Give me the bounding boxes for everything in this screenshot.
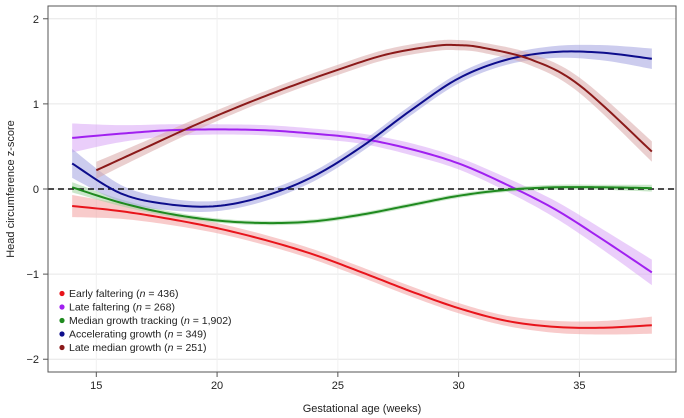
y-tick-label: −2: [26, 354, 39, 366]
legend-count: = 436): [145, 288, 178, 300]
legend-n-symbol: n: [136, 302, 142, 314]
legend-entry-0: Early faltering (n = 436): [69, 288, 178, 300]
legend-label: Median growth tracking (: [69, 315, 184, 327]
legend-marker-4: [59, 344, 65, 351]
legend-n-symbol: n: [168, 342, 174, 354]
series-line-3: [71, 50, 652, 208]
legend-label: Accelerating growth (: [69, 329, 168, 341]
legend-count: = 1,902): [190, 315, 232, 327]
y-tick-label: 2: [33, 14, 39, 26]
x-tick-label: 30: [452, 380, 464, 392]
confidence-band-0: [72, 194, 652, 335]
x-axis-ticks: 15 20 25 30 35: [90, 372, 586, 392]
y-tick-label: 1: [33, 99, 39, 111]
legend-entry-4: Late median growth (n = 251): [69, 342, 206, 354]
series-line-1: [72, 128, 653, 274]
legend-marker-0: [59, 290, 65, 297]
series-line-0: [72, 205, 652, 329]
legend-entry-3: Accelerating growth (n = 349): [69, 329, 206, 341]
legend-marker-2: [59, 317, 65, 324]
x-axis-label: Gestational age (weeks): [303, 403, 422, 415]
confidence-band-1: [72, 123, 652, 286]
y-tick-label: −1: [26, 269, 39, 281]
legend-entry-1: Late faltering (n = 268): [69, 302, 175, 314]
legend-marker-3: [59, 331, 65, 337]
confidence-band-3: [72, 44, 652, 212]
legend-n-symbol: n: [168, 329, 174, 341]
legend-entry-2: Median growth tracking (n = 1,902): [69, 315, 232, 327]
legend-n-symbol: n: [140, 288, 146, 300]
x-tick-label: 25: [332, 380, 344, 392]
legend: Early faltering (n = 436)Late faltering …: [59, 288, 232, 354]
legend-count: = 268): [142, 302, 175, 314]
y-axis-ticks: −2 −1 0 1 2: [26, 14, 48, 366]
series-line-4: [95, 43, 653, 172]
legend-count: = 251): [173, 342, 206, 354]
x-tick-label: 15: [90, 380, 102, 392]
legend-label: Late median growth (: [69, 342, 168, 354]
series-lines: [71, 43, 653, 329]
legend-count: = 349): [173, 329, 206, 341]
legend-marker-1: [59, 304, 65, 310]
y-tick-label: 0: [33, 184, 39, 196]
x-tick-label: 35: [573, 380, 585, 392]
y-axis-label: Head circumference z-score: [5, 120, 17, 258]
series-line-2: [71, 186, 652, 225]
legend-label: Early faltering (: [69, 288, 140, 300]
legend-label: Late faltering (: [69, 302, 137, 314]
x-tick-label: 20: [211, 380, 223, 392]
legend-n-symbol: n: [184, 315, 190, 327]
